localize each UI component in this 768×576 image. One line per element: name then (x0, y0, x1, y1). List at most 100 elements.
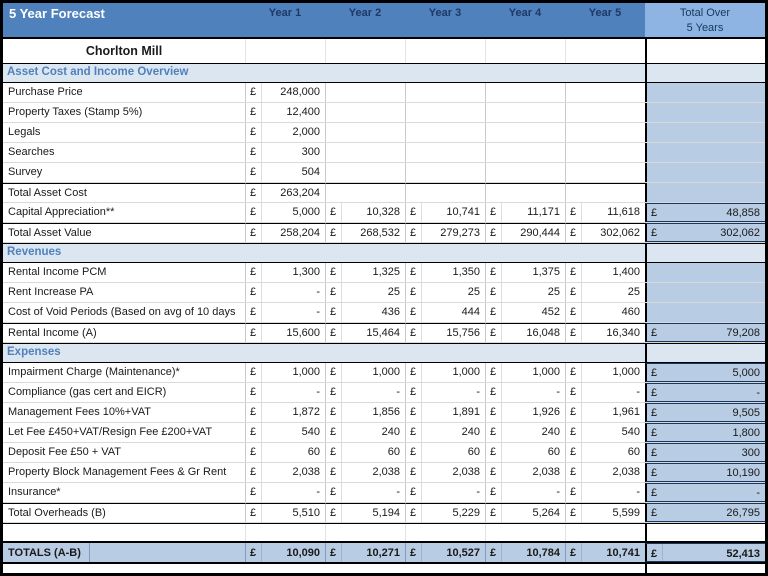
money-cell[interactable]: £1,872 (245, 403, 325, 422)
total-cell[interactable] (645, 263, 765, 282)
money-cell[interactable]: £ - (565, 383, 645, 402)
money-cell[interactable]: £2,038 (485, 463, 565, 482)
money-cell[interactable]: £1,000 (245, 363, 325, 382)
money-cell[interactable]: £10,741 (405, 203, 485, 222)
row-label[interactable]: Rent Increase PA (8, 286, 94, 298)
money-cell[interactable] (405, 163, 485, 182)
row-label[interactable]: Legals (8, 126, 41, 138)
money-cell[interactable]: £444 (405, 303, 485, 322)
money-cell[interactable]: £1,000 (405, 363, 485, 382)
money-cell[interactable]: £ - (325, 383, 405, 402)
money-cell[interactable]: £11,618 (565, 203, 645, 222)
money-cell[interactable] (325, 163, 405, 182)
money-cell[interactable] (405, 103, 485, 122)
money-cell[interactable]: £436 (325, 303, 405, 322)
money-cell[interactable]: £540 (245, 423, 325, 442)
money-cell[interactable]: £1,300 (245, 263, 325, 282)
money-cell[interactable]: £263,204 (245, 183, 325, 202)
money-cell[interactable]: £240 (405, 423, 485, 442)
money-cell[interactable] (405, 183, 485, 202)
row-label[interactable]: Let Fee £450+VAT/Resign Fee £200+VAT (8, 426, 213, 438)
row-label[interactable]: Property Taxes (Stamp 5%) (8, 106, 143, 118)
total-cell[interactable]: £26,795 (645, 503, 765, 522)
money-cell[interactable] (325, 143, 405, 162)
total-cell[interactable] (645, 183, 765, 202)
money-cell[interactable]: £ - (245, 383, 325, 402)
row-label[interactable]: Property Block Management Fees & Gr Rent (8, 466, 227, 478)
total-cell[interactable] (645, 163, 765, 182)
money-cell[interactable]: £279,273 (405, 223, 485, 242)
money-cell[interactable]: £1,926 (485, 403, 565, 422)
money-cell[interactable]: £15,600 (245, 323, 325, 342)
empty-cell[interactable] (245, 524, 325, 541)
empty-total-cell[interactable] (645, 524, 765, 541)
money-cell[interactable] (405, 83, 485, 102)
section-title[interactable]: Asset Cost and Income Overview (7, 66, 189, 78)
money-cell[interactable]: £ - (325, 483, 405, 502)
money-cell[interactable]: £1,375 (485, 263, 565, 282)
money-cell[interactable]: £60 (245, 443, 325, 462)
totals-label-cell[interactable]: TOTALS (A-B) (3, 543, 245, 562)
money-cell[interactable]: £5,264 (485, 503, 565, 522)
money-cell[interactable]: £2,000 (245, 123, 325, 142)
money-cell[interactable] (405, 143, 485, 162)
total-cell[interactable]: £10,190 (645, 463, 765, 482)
total-cell[interactable] (645, 123, 765, 142)
total-cell[interactable]: £ - (645, 483, 765, 502)
money-cell[interactable]: £60 (405, 443, 485, 462)
money-cell[interactable] (565, 83, 645, 102)
money-cell[interactable]: £15,756 (405, 323, 485, 342)
money-cell[interactable] (485, 143, 565, 162)
money-cell[interactable] (325, 123, 405, 142)
money-cell[interactable]: £540 (565, 423, 645, 442)
money-cell[interactable]: £25 (565, 283, 645, 302)
money-cell[interactable]: £12,400 (245, 103, 325, 122)
money-cell[interactable]: £460 (565, 303, 645, 322)
empty-cell[interactable] (485, 524, 565, 541)
money-cell[interactable]: £2,038 (405, 463, 485, 482)
row-label[interactable]: Compliance (gas cert and EICR) (8, 386, 167, 398)
money-cell[interactable]: £ - (245, 283, 325, 302)
money-cell[interactable]: £ - (485, 383, 565, 402)
money-cell[interactable]: £2,038 (325, 463, 405, 482)
row-label[interactable]: Capital Appreciation** (8, 206, 115, 218)
money-cell[interactable]: £5,229 (405, 503, 485, 522)
money-cell[interactable]: £ - (405, 383, 485, 402)
money-cell[interactable]: £1,961 (565, 403, 645, 422)
row-label[interactable]: Management Fees 10%+VAT (8, 406, 151, 418)
row-label[interactable]: Impairment Charge (Maintenance)* (8, 366, 180, 378)
money-cell[interactable]: £25 (405, 283, 485, 302)
section-title[interactable]: Revenues (7, 246, 62, 258)
row-label[interactable]: Total Overheads (B) (3, 503, 245, 522)
money-cell[interactable]: £290,444 (485, 223, 565, 242)
row-label[interactable]: Total Asset Value (3, 223, 245, 242)
total-cell[interactable]: £79,208 (645, 323, 765, 342)
money-cell[interactable] (565, 143, 645, 162)
money-cell[interactable] (325, 103, 405, 122)
money-cell[interactable]: £ - (405, 483, 485, 502)
empty-cell[interactable] (405, 39, 485, 63)
money-cell[interactable]: £1,400 (565, 263, 645, 282)
column-header-year-2[interactable]: Year 2 (348, 7, 382, 19)
totals-value-cell[interactable]: £ 10,271 (325, 543, 405, 562)
money-cell[interactable] (565, 163, 645, 182)
money-cell[interactable]: £258,204 (245, 223, 325, 242)
total-cell[interactable]: £9,505 (645, 403, 765, 422)
total-cell[interactable]: £ - (645, 383, 765, 402)
money-cell[interactable] (485, 83, 565, 102)
money-cell[interactable] (325, 83, 405, 102)
money-cell[interactable]: £25 (325, 283, 405, 302)
money-cell[interactable]: £268,532 (325, 223, 405, 242)
money-cell[interactable]: £60 (565, 443, 645, 462)
totals-value-cell[interactable]: £ 10,741 (565, 543, 645, 562)
money-cell[interactable]: £452 (485, 303, 565, 322)
empty-cell[interactable] (405, 524, 485, 541)
money-cell[interactable]: £60 (325, 443, 405, 462)
total-cell[interactable]: £5,000 (645, 363, 765, 382)
money-cell[interactable]: £1,000 (485, 363, 565, 382)
totals-value-cell[interactable]: £ 10,784 (485, 543, 565, 562)
total-cell[interactable] (645, 283, 765, 302)
money-cell[interactable]: £25 (485, 283, 565, 302)
total-cell[interactable] (645, 83, 765, 102)
money-cell[interactable]: £5,194 (325, 503, 405, 522)
